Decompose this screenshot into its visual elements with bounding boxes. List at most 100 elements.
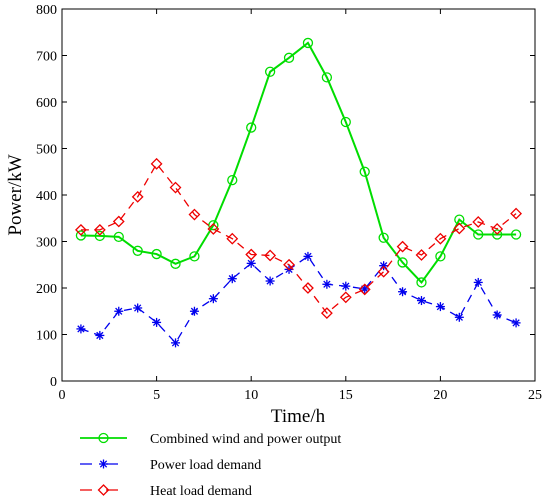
series-line — [80, 162, 517, 315]
y-tick-label: 800 — [36, 3, 57, 18]
series-line — [80, 41, 517, 284]
x-tick-label: 25 — [528, 388, 542, 403]
data-point-circle — [510, 229, 522, 240]
data-point-circle — [227, 174, 238, 186]
data-point-diamond — [97, 484, 110, 496]
legend-item: Power load demand — [80, 458, 261, 473]
x-axis-ticks: 0 5 10 15 20 25 — [59, 9, 542, 403]
y-tick-label: 100 — [36, 329, 57, 344]
data-point-circle — [170, 258, 181, 269]
legend-item: Combined wind and power output — [80, 432, 341, 447]
data-point-asterisk — [99, 459, 108, 469]
data-point-asterisk — [379, 261, 389, 271]
legend-item: Heat load demand — [80, 484, 252, 499]
data-point-diamond — [188, 208, 201, 221]
data-point-diamond — [207, 223, 220, 235]
data-point-circle — [397, 257, 408, 268]
series-layer — [75, 37, 522, 348]
data-point-circle — [492, 229, 503, 240]
data-point-diamond — [131, 190, 144, 203]
data-point-asterisk — [511, 318, 521, 328]
legend-label: Heat load demand — [150, 484, 252, 499]
data-point-diamond — [264, 249, 277, 262]
legend: Combined wind and power output Power load… — [80, 432, 341, 499]
data-point-asterisk — [473, 277, 483, 287]
x-tick-label: 5 — [153, 388, 160, 403]
y-tick-label: 200 — [36, 282, 57, 297]
data-point-circle — [435, 251, 446, 262]
data-point-asterisk — [398, 287, 408, 297]
series-1 — [76, 251, 521, 348]
data-point-diamond — [302, 282, 314, 294]
data-point-asterisk — [454, 312, 464, 322]
data-point-circle — [98, 432, 109, 444]
plot-frame-group — [61, 8, 536, 382]
data-point-circle — [302, 37, 314, 49]
data-point-diamond — [150, 157, 163, 170]
y-tick-label: 0 — [50, 375, 57, 390]
data-point-diamond — [339, 291, 352, 304]
data-point-circle — [416, 277, 427, 288]
data-point-circle — [151, 248, 162, 260]
x-tick-label: 10 — [244, 388, 258, 403]
legend-label: Power load demand — [150, 458, 261, 473]
data-point-asterisk — [227, 274, 237, 284]
y-tick-label: 700 — [36, 50, 57, 65]
data-point-diamond — [320, 307, 333, 320]
series-0 — [75, 37, 522, 288]
legend-label: Combined wind and power output — [150, 432, 341, 447]
data-point-asterisk — [208, 294, 218, 304]
data-point-asterisk — [322, 279, 332, 289]
data-point-diamond — [226, 232, 239, 245]
data-point-asterisk — [171, 338, 181, 348]
x-tick-label: 0 — [59, 388, 66, 403]
x-tick-label: 20 — [433, 388, 447, 403]
data-point-diamond — [112, 215, 125, 228]
data-point-asterisk — [152, 317, 162, 327]
data-point-diamond — [491, 223, 504, 235]
data-point-circle — [359, 166, 370, 177]
data-point-circle — [132, 245, 143, 256]
x-axis-label: Time/h — [271, 406, 326, 427]
data-point-diamond — [169, 181, 182, 194]
data-point-circle — [340, 116, 351, 128]
data-point-circle — [264, 66, 276, 77]
data-point-asterisk — [303, 251, 313, 261]
y-tick-label: 600 — [36, 96, 57, 111]
data-point-diamond — [358, 283, 371, 296]
data-point-diamond — [396, 240, 409, 253]
y-tick-label: 300 — [36, 236, 57, 251]
data-point-diamond — [377, 265, 390, 278]
data-point-diamond — [453, 222, 466, 235]
data-point-diamond — [415, 249, 428, 261]
data-point-diamond — [93, 223, 106, 236]
plot-frame — [61, 8, 536, 382]
data-point-circle — [189, 251, 200, 262]
data-point-asterisk — [416, 296, 426, 306]
data-point-asterisk — [95, 330, 105, 340]
data-point-circle — [75, 230, 87, 241]
data-point-circle — [321, 72, 333, 83]
data-point-asterisk — [189, 306, 199, 316]
y-axis-ticks: 0 100 200 300 400 500 600 700 800 — [36, 3, 535, 390]
series-2 — [75, 157, 522, 320]
series-line — [80, 255, 517, 344]
data-point-circle — [283, 52, 295, 63]
data-point-circle — [94, 230, 105, 242]
data-point-asterisk — [114, 306, 124, 316]
data-point-circle — [378, 232, 389, 243]
data-point-asterisk — [492, 310, 502, 320]
data-point-diamond — [283, 258, 295, 271]
data-point-asterisk — [76, 324, 86, 334]
data-point-asterisk — [435, 302, 445, 312]
data-point-asterisk — [133, 303, 143, 313]
data-point-diamond — [434, 232, 447, 245]
data-point-circle — [113, 231, 124, 243]
data-point-diamond — [245, 248, 258, 261]
data-point-asterisk — [341, 281, 351, 291]
y-tick-label: 500 — [36, 143, 57, 158]
y-tick-label: 400 — [36, 189, 57, 204]
x-tick-label: 15 — [339, 388, 353, 403]
data-point-circle — [246, 122, 257, 133]
data-point-diamond — [472, 216, 485, 228]
